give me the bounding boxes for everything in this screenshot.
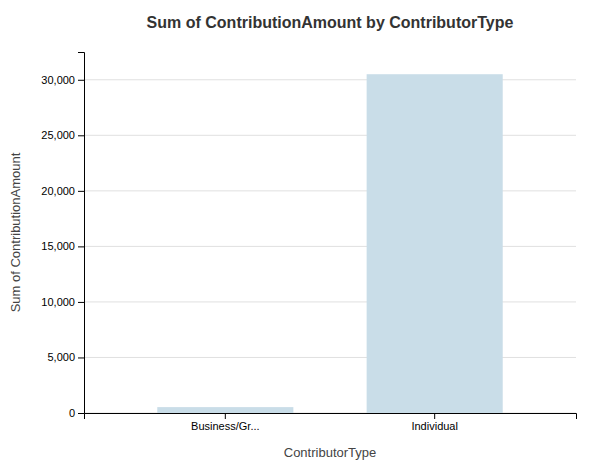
x-axis: Business/Gr... Individual	[85, 413, 577, 432]
tick-mark	[78, 413, 84, 414]
bar	[157, 407, 293, 413]
tick-mark	[225, 413, 226, 419]
tick-mark	[78, 302, 84, 303]
tick-label: 10,000	[41, 296, 75, 308]
tick: 20,000	[41, 185, 84, 197]
chart: 0 5,000 10,000 15,000 20,000 25,000 30,000 Busi…	[0, 0, 600, 473]
tick-mark	[78, 80, 84, 81]
tick: 0	[69, 407, 84, 419]
tick-mark	[78, 135, 84, 136]
tick-label: 20,000	[41, 185, 75, 197]
tick: 30,000	[41, 74, 84, 86]
tick-label: 0	[69, 407, 75, 419]
tick-label: 5,000	[47, 351, 75, 363]
marks	[157, 74, 502, 413]
tick-mark	[78, 191, 84, 192]
tick-mark	[434, 413, 435, 419]
tick: 5,000	[47, 351, 84, 363]
tick-label: 30,000	[41, 74, 75, 86]
plot-area: 0 5,000 10,000 15,000 20,000 25,000 30,000 Busi…	[41, 53, 576, 432]
tick: 10,000	[41, 296, 84, 308]
tick: Business/Gr...	[191, 413, 259, 432]
tick: Individual	[411, 413, 457, 432]
bar	[367, 74, 503, 413]
axis-line	[85, 414, 577, 420]
tick-mark	[78, 246, 84, 247]
axis-line	[78, 53, 85, 414]
tick-label: 15,000	[41, 240, 75, 252]
tick: 25,000	[41, 129, 84, 141]
tick-label: Individual	[411, 420, 457, 432]
tick-label: Business/Gr...	[191, 420, 259, 432]
y-axis-title: Sum of ContributionAmount	[8, 152, 23, 312]
tick: 15,000	[41, 240, 84, 252]
title: Sum of ContributionAmount by Contributor…	[147, 14, 514, 31]
tick-mark	[78, 357, 84, 358]
x-axis-title: ContributorType	[284, 445, 377, 460]
tick-label: 25,000	[41, 129, 75, 141]
y-axis: 0 5,000 10,000 15,000 20,000 25,000 30,000	[41, 53, 84, 420]
